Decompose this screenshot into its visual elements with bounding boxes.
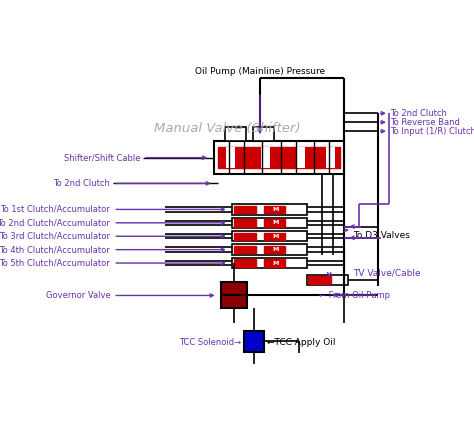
Bar <box>297 147 305 168</box>
Bar <box>234 219 256 226</box>
Text: To 3rd Clutch/Accumulator: To 3rd Clutch/Accumulator <box>0 232 110 241</box>
Bar <box>264 246 284 253</box>
Bar <box>309 276 331 284</box>
Bar <box>234 206 256 213</box>
Text: To Reverse Band: To Reverse Band <box>391 118 460 127</box>
Bar <box>225 127 246 141</box>
Bar <box>232 204 307 215</box>
Bar <box>244 331 264 352</box>
Text: Oil Pump (Mainline) Pressure: Oil Pump (Mainline) Pressure <box>195 67 325 76</box>
Text: ←TCC Apply Oil: ←TCC Apply Oil <box>267 337 335 346</box>
Text: Manual Valve (Shifter): Manual Valve (Shifter) <box>154 122 301 135</box>
Bar <box>232 218 307 228</box>
Bar <box>234 233 256 240</box>
Bar <box>264 259 284 267</box>
Text: To 2nd Clutch/Accumulator: To 2nd Clutch/Accumulator <box>0 218 110 227</box>
Text: Governor Valve: Governor Valve <box>46 291 110 300</box>
Text: TV Valve/Cable: TV Valve/Cable <box>353 268 421 277</box>
Bar <box>232 231 307 242</box>
Text: M: M <box>273 220 279 225</box>
Bar <box>234 246 256 253</box>
Bar <box>218 147 340 168</box>
Text: To 2nd Clutch: To 2nd Clutch <box>391 109 447 118</box>
Text: M: M <box>273 207 279 212</box>
Text: ← From Oil Pump: ← From Oil Pump <box>319 291 391 300</box>
Text: To Input (1/R) Clutch: To Input (1/R) Clutch <box>391 127 474 136</box>
Text: To 1st Clutch/Accumulator: To 1st Clutch/Accumulator <box>0 205 110 214</box>
Text: To 5th Clutch/Accumulator: To 5th Clutch/Accumulator <box>0 259 110 268</box>
Bar <box>264 206 284 213</box>
Text: To 4th Clutch/Accumulator: To 4th Clutch/Accumulator <box>0 245 110 254</box>
Bar <box>261 147 270 168</box>
Bar <box>264 233 284 240</box>
Text: To D3 Valves: To D3 Valves <box>353 231 410 240</box>
Bar <box>326 147 335 168</box>
Bar <box>264 219 284 226</box>
Bar <box>234 259 256 267</box>
Bar <box>214 141 344 174</box>
Text: M: M <box>273 247 279 252</box>
Text: Shifter/Shift Cable: Shifter/Shift Cable <box>64 153 140 162</box>
Text: To 2nd Clutch: To 2nd Clutch <box>54 179 110 188</box>
Text: M: M <box>273 234 279 239</box>
Text: M: M <box>273 261 279 265</box>
Bar <box>221 282 247 308</box>
Text: TCC Solenoid→: TCC Solenoid→ <box>179 337 241 346</box>
Bar <box>253 127 274 141</box>
Bar <box>226 147 235 168</box>
Bar <box>232 245 307 255</box>
Bar <box>232 258 307 268</box>
Bar <box>307 275 348 285</box>
